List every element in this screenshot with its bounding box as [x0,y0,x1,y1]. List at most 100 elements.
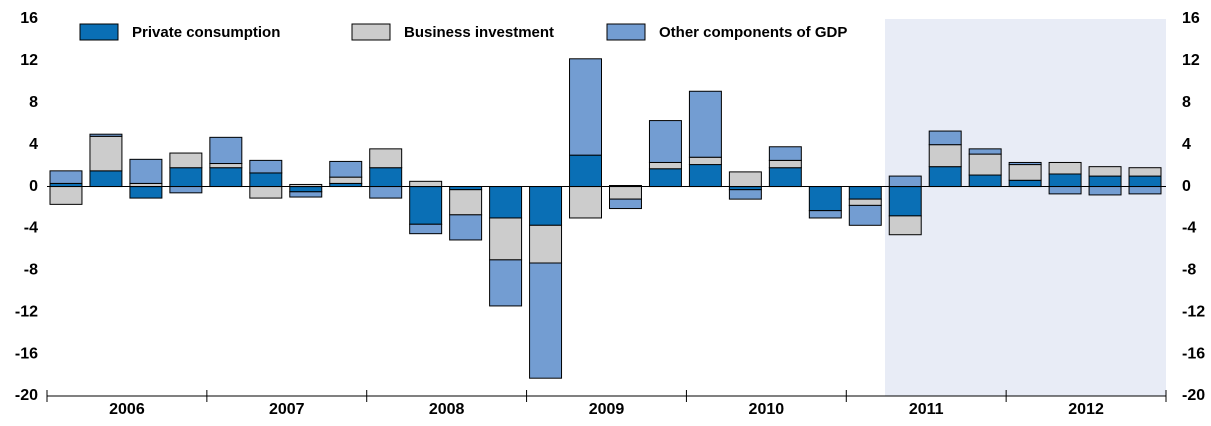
bar-segment [169,167,203,188]
x-group-label: 2011 [909,401,944,418]
bar-segment [249,186,283,199]
bar-segment [409,180,443,188]
legend-swatch [79,23,119,41]
bar-segment [848,198,882,206]
y-tick-label: 12 [20,52,38,69]
legend-swatch [606,23,646,41]
bar-segment [808,186,842,212]
bar-segment [928,130,962,146]
bar-segment [808,210,842,219]
bar-segment [1008,161,1042,166]
bar-segment [209,136,243,165]
y-tick-label: 8 [29,94,38,111]
bar-segment [49,186,83,205]
bar-segment [409,186,443,225]
bar-segment [1048,161,1082,175]
bar-segment [609,198,642,210]
bar-segment [1088,166,1122,177]
y2-tick-label: 4 [1182,136,1191,153]
bar-segment [1048,186,1082,195]
bar-segment [329,176,363,184]
bar-segment [529,262,563,379]
bar-segment [89,170,123,188]
bar-segment [648,168,682,188]
bar-segment [768,159,802,169]
y2-tick-label: 8 [1182,94,1191,111]
bar-segment [1088,186,1122,196]
bar-segment [1088,175,1122,188]
bar-segment [489,259,523,307]
bar-segment [1008,179,1042,188]
bar-segment [209,163,243,169]
legend-swatch [351,23,391,41]
bar-segment [688,90,722,158]
y-tick-label: -16 [15,345,38,362]
y-tick-label: -8 [24,262,38,279]
bar-segment [129,186,163,199]
bar-segment [369,167,403,188]
y-tick-label: 0 [29,178,38,195]
bar-segment [369,186,403,199]
bar-segment [249,172,283,188]
y2-tick-label: 12 [1182,52,1200,69]
projection-shade [885,19,1166,396]
bar-segment [1128,175,1162,188]
bar-segment [968,153,1002,176]
x-group-label: 2008 [429,401,465,418]
bar-segment [728,189,762,200]
bar-segment [1128,186,1162,195]
bar-segment [728,171,762,188]
legend-label: Other components of GDP [659,24,847,41]
bar-segment [688,156,722,166]
y2-tick-label: -8 [1182,262,1196,279]
bar-segment [489,217,523,261]
x-group-label: 2006 [109,401,145,418]
y2-tick-label: 16 [1182,10,1200,27]
bar-segment [1008,164,1042,181]
bar-segment [848,186,882,200]
bar-segment [1128,167,1162,177]
y2-tick-label: -4 [1182,220,1196,237]
bar-segment [569,186,602,219]
x-group-label: 2007 [269,401,305,418]
bar-segment [49,170,83,184]
bar-segment [888,175,922,188]
y2-tick-label: -20 [1182,387,1205,404]
bar-segment [888,215,922,236]
y2-tick-label: -16 [1182,345,1205,362]
bar-segment [569,58,602,156]
y2-tick-label: 0 [1182,178,1191,195]
y-tick-label: 4 [29,136,38,153]
bar-segment [249,159,283,174]
y-tick-label: -12 [15,303,38,320]
bar-segment [928,166,962,188]
x-group-label: 2009 [589,401,625,418]
bar-segment [289,191,323,198]
legend-label: Private consumption [132,24,280,41]
y2-tick-label: -12 [1182,303,1205,320]
bar-segment [529,186,563,226]
bar-segment [928,144,962,168]
bar-segment [648,120,682,163]
bar-segment [489,186,523,219]
x-group-label: 2012 [1068,401,1104,418]
bar-segment [449,214,483,241]
bar-segment [89,135,123,172]
bar-segment [129,158,163,184]
bar-segment [369,148,403,169]
bar-segment [569,154,602,188]
bar-segment [968,174,1002,188]
bar-segment [289,186,323,193]
bar-segment [768,167,802,188]
bar-segment [648,161,682,170]
bar-segment [169,186,203,194]
bar-segment [329,160,363,178]
bar-segment [768,146,802,161]
bar-segment [1048,173,1082,188]
bar-segment [968,148,1002,155]
bar-segment [209,167,243,188]
bar-segment [848,204,882,226]
legend-label: Business investment [404,24,554,41]
bar-segment [449,189,483,216]
